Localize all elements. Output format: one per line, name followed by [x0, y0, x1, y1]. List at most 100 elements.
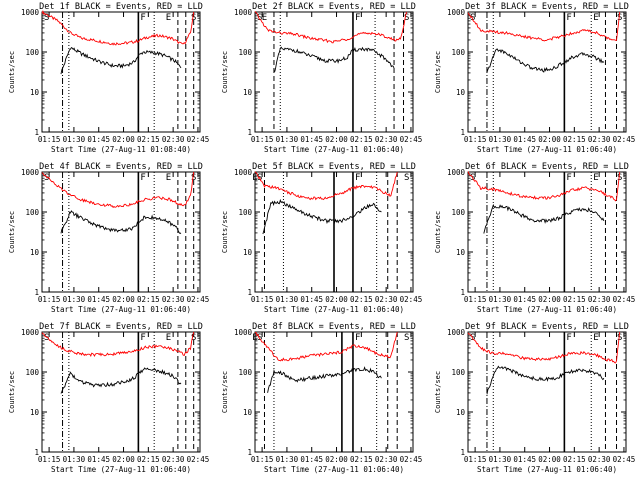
y-tick-label: 10: [243, 248, 253, 257]
plot-frame: [467, 171, 627, 293]
flag-label: S: [617, 13, 622, 23]
x-tick-label: 01:45: [513, 455, 536, 464]
y-tick-label: 10: [30, 88, 40, 97]
x-tick-label: 02:30: [375, 455, 398, 464]
plot-frame: [41, 11, 201, 133]
chart-title: Det 6f BLACK = Events, RED = LLD: [465, 162, 629, 172]
flag-label: S: [404, 333, 409, 343]
y-tick-label: 1000: [21, 8, 40, 17]
x-tick-label: 01:45: [513, 135, 536, 144]
x-tick-label: 02:00: [538, 295, 561, 304]
y-tick-label: 10: [456, 408, 466, 417]
y-tick-label: 1: [247, 448, 252, 457]
chart-panel-1: Det 1f BLACK = Events, RED = LLD 1 10 100 10…: [0, 0, 213, 160]
series-line-events: [483, 203, 605, 234]
x-tick-label: 02:30: [588, 295, 611, 304]
x-tick-label: 02:15: [563, 455, 586, 464]
flag-label: E: [593, 13, 598, 23]
y-tick-label: 1: [34, 448, 39, 457]
x-tick-label: 02:30: [375, 135, 398, 144]
x-tick-label: 02:30: [588, 135, 611, 144]
series-line-lld: [41, 10, 195, 46]
y-tick-label: 1: [460, 288, 465, 297]
x-tick-label: 02:15: [563, 135, 586, 144]
x-tick-label: 02:45: [400, 135, 423, 144]
chart-title: Det 9f BLACK = Events, RED = LLD: [465, 322, 629, 332]
flag-label: E: [262, 13, 267, 23]
y-tick-label: 1000: [447, 8, 466, 17]
y-tick-label: 1000: [21, 168, 40, 177]
series-line-lld: [41, 171, 195, 209]
series-line-events: [60, 367, 182, 394]
x-tick-label: 01:15: [38, 295, 61, 304]
x-tick-label: 01:30: [489, 455, 512, 464]
x-axis-label: Start Time (27-Aug-11 01:08:40): [51, 145, 191, 154]
flag-label: S: [617, 173, 622, 183]
x-tick-label: 02:30: [375, 295, 398, 304]
x-tick-label: 02:45: [613, 455, 636, 464]
y-tick-label: 10: [243, 88, 253, 97]
y-tick-label: 100: [25, 368, 39, 377]
flag-label: S: [617, 333, 622, 343]
x-tick-label: 01:30: [489, 295, 512, 304]
chart-panel-5: Det 5f BLACK = Events, RED = LLD 1 10 100 10…: [213, 160, 426, 320]
chart-svg: Det 5f BLACK = Events, RED = LLD 1 10 100 10…: [221, 162, 422, 314]
x-tick-label: 01:15: [464, 135, 487, 144]
plot-frame: [467, 331, 627, 453]
x-tick-label: 02:45: [187, 455, 210, 464]
flag-label: F: [566, 13, 571, 23]
chart-panel-7: Det 7f BLACK = Events, RED = LLD 1 10 100 10…: [0, 320, 213, 480]
x-tick-label: 02:45: [400, 455, 423, 464]
x-tick-label: 02:30: [588, 455, 611, 464]
flag-label: E: [252, 333, 257, 343]
series-line-lld: [467, 171, 621, 202]
x-axis-label: Start Time (27-Aug-11 01:06:40): [477, 305, 617, 314]
y-tick-label: 1000: [21, 328, 40, 337]
flag-label: F: [140, 333, 145, 343]
x-tick-label: 01:30: [276, 455, 299, 464]
x-tick-label: 02:45: [613, 295, 636, 304]
y-tick-label: 100: [451, 368, 465, 377]
plot-frame: [41, 331, 201, 453]
x-tick-label: 02:00: [538, 135, 561, 144]
flag-label: S: [44, 333, 49, 343]
y-tick-label: 1: [460, 128, 465, 137]
y-tick-label: 1: [34, 128, 39, 137]
series-line-lld: [254, 171, 398, 201]
flag-label: E: [593, 173, 598, 183]
chart-svg: Det 1f BLACK = Events, RED = LLD 1 10 100 10…: [8, 2, 210, 154]
series-line-events: [486, 48, 605, 73]
y-tick-label: 1: [34, 288, 39, 297]
y-tick-label: 10: [456, 88, 466, 97]
y-tick-label: 10: [243, 408, 253, 417]
x-tick-label: 02:15: [137, 295, 160, 304]
y-axis-label: Counts/sec: [221, 51, 229, 93]
flag-label: F: [355, 13, 360, 23]
chart-panel-4: Det 4f BLACK = Events, RED = LLD 1 10 100 10…: [0, 160, 213, 320]
x-tick-label: 02:45: [187, 135, 210, 144]
flag-label: E: [593, 333, 598, 343]
x-tick-label: 02:15: [137, 135, 160, 144]
series-line-events: [60, 46, 182, 75]
series-line-events: [60, 210, 182, 235]
x-tick-label: 02:00: [325, 455, 348, 464]
x-tick-label: 01:30: [63, 295, 86, 304]
x-tick-label: 02:30: [162, 135, 185, 144]
flag-label: E: [166, 13, 171, 23]
y-axis-label: Counts/sec: [221, 371, 229, 413]
y-tick-label: 100: [25, 208, 39, 217]
x-tick-label: 01:30: [489, 135, 512, 144]
x-tick-label: 01:15: [464, 455, 487, 464]
flag-label: S: [470, 13, 475, 23]
y-tick-label: 100: [238, 208, 252, 217]
flag-label: F: [566, 333, 571, 343]
series-line-events: [267, 366, 382, 393]
y-axis-label: Counts/sec: [221, 211, 229, 253]
x-tick-label: 01:15: [251, 295, 274, 304]
flag-label: S: [191, 333, 196, 343]
x-tick-label: 01:30: [276, 135, 299, 144]
series-line-lld: [467, 11, 621, 42]
y-tick-label: 1000: [234, 168, 253, 177]
x-tick-label: 02:00: [112, 295, 135, 304]
